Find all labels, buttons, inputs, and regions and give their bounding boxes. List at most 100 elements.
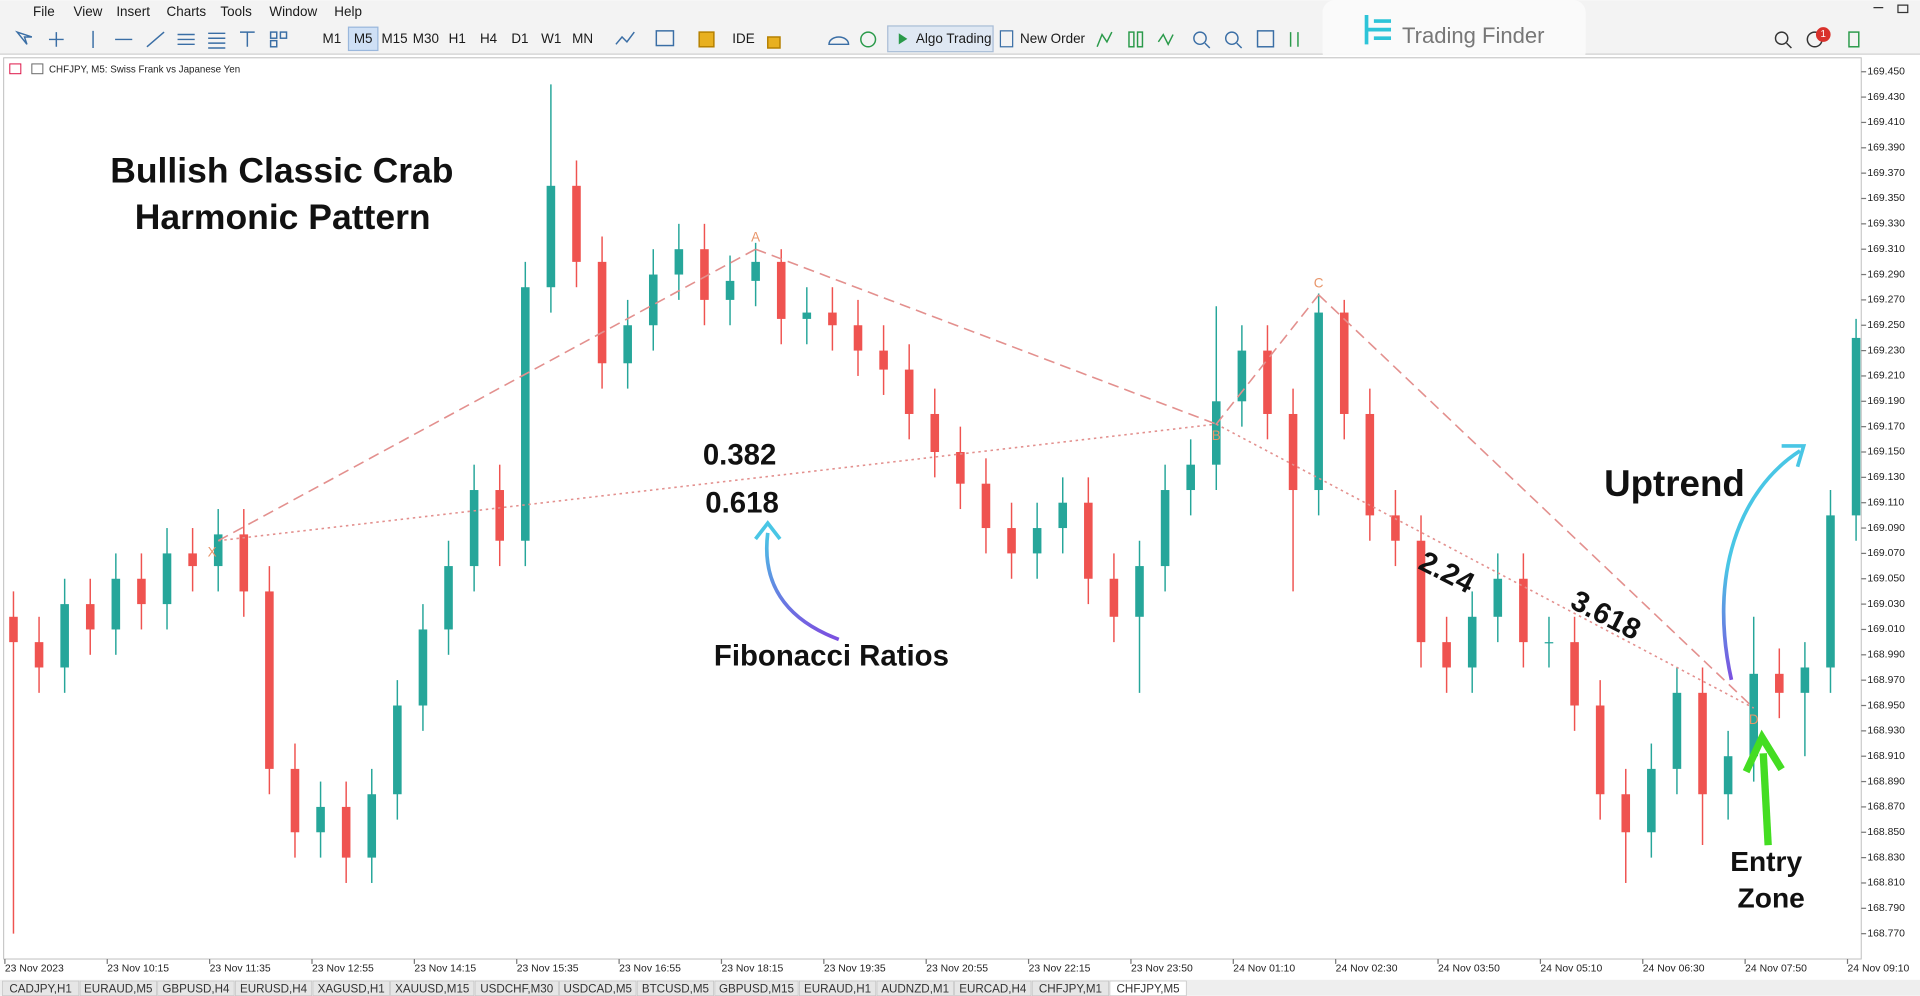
tab-label[interactable]: XAUUSD,M15 xyxy=(395,983,469,996)
candle-body xyxy=(188,553,197,567)
candle-body xyxy=(1007,528,1016,554)
menu-item[interactable]: View xyxy=(73,4,102,19)
timeframe[interactable]: M1 xyxy=(322,31,341,46)
candle-body xyxy=(1058,502,1068,529)
y-tick-label: 169.170 xyxy=(1867,421,1905,432)
menu-item[interactable]: Insert xyxy=(116,4,150,19)
timeframe[interactable]: MN xyxy=(572,31,593,46)
tab-label[interactable]: BTCUSD,M5 xyxy=(642,983,709,996)
y-tick-label: 169.210 xyxy=(1867,371,1905,382)
menu-item[interactable]: File xyxy=(33,4,55,19)
chart-icon xyxy=(31,63,44,75)
chart-header: CHFJPY, M5: Swiss Frank vs Japanese Yen xyxy=(49,65,240,76)
candle-body xyxy=(956,452,965,484)
candle-body xyxy=(444,566,453,630)
y-tick-label: 169.190 xyxy=(1867,396,1905,407)
candle-body xyxy=(1723,756,1733,795)
candle-body xyxy=(546,185,556,288)
entry-label: Zone xyxy=(1738,883,1805,914)
tab-label[interactable]: USDCAD,M5 xyxy=(564,983,632,996)
candle-body xyxy=(904,369,914,414)
menu-item[interactable]: Charts xyxy=(167,4,207,19)
candle-body xyxy=(1544,642,1554,644)
candle-body xyxy=(213,534,223,567)
candle-body xyxy=(469,490,479,567)
candle-body xyxy=(162,553,172,605)
candle-body xyxy=(776,261,786,319)
x-tick-label: 23 Nov 19:35 xyxy=(824,964,886,975)
candle-body xyxy=(34,642,44,668)
candle-body xyxy=(1749,673,1758,757)
arrow xyxy=(765,532,840,642)
menu-item[interactable]: Help xyxy=(334,4,362,19)
y-tick-label: 168.970 xyxy=(1867,675,1905,686)
tab-label[interactable]: USDCHF,M30 xyxy=(480,983,554,996)
candle-body xyxy=(85,604,95,630)
timeframe[interactable]: W1 xyxy=(541,31,561,46)
x-tick-label: 24 Nov 02:30 xyxy=(1336,964,1398,975)
pattern-point-label: D xyxy=(1749,712,1759,727)
y-tick-label: 169.410 xyxy=(1867,117,1905,128)
candle-body xyxy=(853,325,863,351)
tab-label[interactable]: AUDNZD,M1 xyxy=(881,983,949,996)
candle-body xyxy=(341,806,351,858)
timeframe[interactable]: M30 xyxy=(413,31,439,46)
menu-item[interactable]: Tools xyxy=(220,4,252,19)
x-tick-label: 23 Nov 12:55 xyxy=(312,964,374,975)
y-tick-label: 169.310 xyxy=(1867,244,1905,255)
menu-item[interactable]: Window xyxy=(269,4,317,19)
tab-label[interactable]: CADJPY,H1 xyxy=(9,983,71,996)
tab-label[interactable]: EURAUD,M5 xyxy=(84,983,152,996)
pattern-title: Bullish Classic Crab xyxy=(110,150,453,190)
fib-ratio: 0.382 xyxy=(703,439,777,472)
candle-body xyxy=(1032,528,1042,554)
y-tick-label: 169.090 xyxy=(1867,523,1905,534)
x-tick-label: 23 Nov 18:15 xyxy=(721,964,783,975)
candle-body xyxy=(725,280,735,300)
tab-label[interactable]: GBPUSD,M15 xyxy=(719,983,794,996)
order-icon xyxy=(999,30,1014,48)
timeframe[interactable]: M5 xyxy=(354,31,373,46)
y-tick-label: 168.770 xyxy=(1867,928,1905,939)
timeframe[interactable]: M15 xyxy=(381,31,407,46)
candle-body xyxy=(1826,515,1835,668)
logo-text: Trading Finder xyxy=(1402,23,1544,48)
y-tick-label: 169.070 xyxy=(1867,548,1905,559)
x-tick-label: 23 Nov 2023 xyxy=(5,964,64,975)
candle-body xyxy=(9,616,18,643)
tab-label[interactable]: XAGUSD,H1 xyxy=(318,983,385,996)
tab-label[interactable]: CHFJPY,M5 xyxy=(1117,983,1180,996)
toolbar-button[interactable]: Algo Trading xyxy=(916,31,992,46)
candle-body xyxy=(265,591,274,769)
toolbar-button[interactable]: IDE xyxy=(732,31,754,46)
tab-label[interactable]: GBPUSD,H4 xyxy=(162,983,230,996)
timeframe[interactable]: H4 xyxy=(480,31,498,46)
x-tick-label: 23 Nov 10:15 xyxy=(107,964,169,975)
y-tick-label: 169.230 xyxy=(1867,345,1905,356)
candle-body xyxy=(930,413,940,453)
tab-label[interactable]: EURAUD,H1 xyxy=(804,983,871,996)
candle-body xyxy=(981,483,991,529)
x-tick-label: 23 Nov 20:55 xyxy=(926,964,988,975)
pattern-point-label: B xyxy=(1212,428,1221,443)
y-tick-label: 168.890 xyxy=(1867,776,1905,787)
tab-label[interactable]: CHFJPY,M1 xyxy=(1039,983,1102,996)
x-tick-label: 23 Nov 15:35 xyxy=(517,964,579,975)
tab-label[interactable]: EURUSD,H4 xyxy=(240,983,308,996)
candle-body xyxy=(1570,642,1579,706)
tab-label[interactable]: EURCAD,H4 xyxy=(959,983,1027,996)
timeframe[interactable]: H1 xyxy=(449,31,466,46)
y-tick-label: 169.250 xyxy=(1867,320,1905,331)
candle-body xyxy=(1186,464,1195,491)
candle-body xyxy=(393,705,402,795)
x-tick-label: 23 Nov 14:15 xyxy=(414,964,476,975)
y-tick-label: 169.130 xyxy=(1867,472,1905,483)
toolbar-button[interactable]: New Order xyxy=(1020,31,1086,46)
y-tick-label: 168.830 xyxy=(1867,852,1905,863)
y-tick-label: 169.270 xyxy=(1867,295,1905,306)
x-tick-label: 24 Nov 03:50 xyxy=(1438,964,1500,975)
candle-body xyxy=(1084,502,1093,579)
timeframe[interactable]: D1 xyxy=(511,31,528,46)
candle-body xyxy=(316,806,325,833)
